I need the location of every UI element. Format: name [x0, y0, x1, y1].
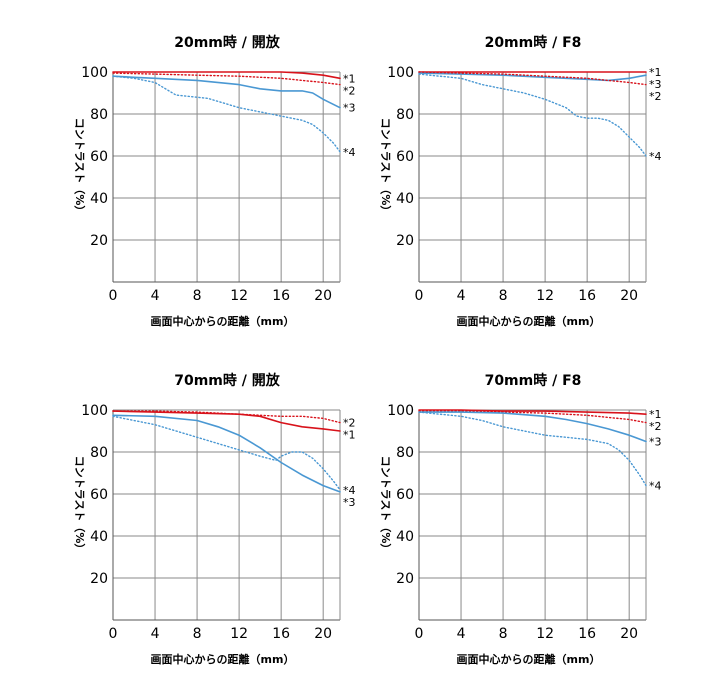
- y-axis-label: コントラスト（%）: [73, 118, 86, 217]
- x-tick-label: 16: [272, 288, 290, 304]
- series-line-mark-2: [418, 71, 647, 86]
- chart-title: 70mm時 / 開放: [174, 372, 281, 389]
- y-tick-label: 100: [81, 403, 108, 419]
- x-tick-label: 0: [109, 288, 118, 304]
- x-tick-label: 12: [230, 626, 248, 642]
- chart-title: 70mm時 / F8: [485, 372, 582, 389]
- series-end-label: *4: [649, 150, 662, 163]
- series-line-mark-4: [418, 73, 647, 157]
- series-end-label: *3: [649, 78, 662, 91]
- x-tick-label: 4: [457, 288, 466, 304]
- series-end-label: *2: [649, 90, 662, 103]
- x-tick-label: 8: [499, 626, 508, 642]
- y-tick-label: 100: [81, 65, 108, 81]
- x-tick-label: 20: [620, 288, 638, 304]
- series-end-label: *1: [649, 408, 662, 421]
- x-tick-label: 8: [193, 288, 202, 304]
- y-tick-label: 100: [387, 65, 414, 81]
- x-tick-label: 12: [536, 288, 554, 304]
- mtf-chart-1: 20mm時 / 開放 0 4 8 12 16 20 20 40 60 80 100 画面中心からの距離（…: [73, 34, 356, 328]
- series-end-label: *4: [343, 146, 356, 159]
- y-tick-label: 80: [90, 445, 108, 461]
- series-end-label: *1: [343, 72, 356, 85]
- y-tick-label: 100: [387, 403, 414, 419]
- x-tick-label: 16: [578, 288, 596, 304]
- series-end-label: *1: [343, 429, 356, 442]
- x-axis-label: 画面中心からの距離（mm）: [457, 314, 601, 328]
- series-line-mark-1: [112, 410, 341, 432]
- series-line-mark-2: [418, 410, 647, 424]
- grid: [419, 409, 646, 620]
- series-line-mark-4: [112, 415, 341, 491]
- x-tick-label: 12: [536, 626, 554, 642]
- series-line-mark-1: [112, 71, 341, 80]
- series-end-label: *2: [343, 417, 356, 430]
- y-tick-label: 20: [396, 233, 414, 249]
- x-tick-label: 4: [457, 626, 466, 642]
- y-tick-label: 40: [90, 529, 108, 545]
- y-tick-label: 80: [90, 107, 108, 123]
- series-end-label: *3: [343, 496, 356, 509]
- y-tick-label: 40: [396, 529, 414, 545]
- x-tick-label: 20: [620, 626, 638, 642]
- x-axis-label: 画面中心からの距離（mm）: [151, 314, 295, 328]
- series-line-mark-3: [418, 72, 647, 82]
- y-tick-label: 20: [396, 571, 414, 587]
- series-line-mark-3: [112, 414, 341, 493]
- series-end-label: *2: [343, 84, 356, 97]
- y-tick-label: 60: [90, 149, 108, 165]
- series-line-mark-2: [112, 410, 341, 424]
- series-line-mark-1: [418, 409, 647, 416]
- y-tick-label: 40: [396, 191, 414, 207]
- series-line-mark-4: [112, 75, 341, 153]
- series-line-mark-3: [418, 411, 647, 443]
- x-tick-label: 0: [109, 626, 118, 642]
- x-tick-label: 16: [272, 626, 290, 642]
- mtf-chart-3: 70mm時 / 開放 0 4 8 12 16 20 20 40 60 80 100 画面中心からの距離（…: [73, 372, 356, 666]
- chart-title: 20mm時 / 開放: [174, 34, 281, 51]
- x-tick-label: 0: [415, 626, 424, 642]
- grid: [113, 71, 340, 282]
- grid: [419, 71, 646, 282]
- y-axis-label: コントラスト（%）: [379, 456, 392, 555]
- x-tick-label: 4: [151, 288, 160, 304]
- series-end-label: *1: [649, 66, 662, 79]
- x-tick-label: 20: [314, 626, 332, 642]
- x-axis-label: 画面中心からの距離（mm）: [151, 652, 295, 666]
- series-line-mark-3: [112, 75, 341, 109]
- x-tick-label: 12: [230, 288, 248, 304]
- y-tick-label: 40: [90, 191, 108, 207]
- y-tick-label: 60: [90, 487, 108, 503]
- x-tick-label: 16: [578, 626, 596, 642]
- y-tick-label: 20: [90, 571, 108, 587]
- series-line-mark-4: [418, 411, 647, 487]
- y-tick-label: 20: [90, 233, 108, 249]
- series-end-label: *4: [343, 484, 356, 497]
- y-axis-label: コントラスト（%）: [379, 118, 392, 217]
- mtf-chart-2: 20mm時 / F8 0 4 8 12 16 20 20 40 60 80 100 画面中心からの距離（…: [379, 34, 662, 328]
- x-axis-label: 画面中心からの距離（mm）: [457, 652, 601, 666]
- y-tick-label: 80: [396, 107, 414, 123]
- grid: [113, 409, 340, 620]
- series-end-label: *3: [649, 436, 662, 449]
- chart-title: 20mm時 / F8: [485, 34, 582, 51]
- x-tick-label: 8: [193, 626, 202, 642]
- series-end-label: *4: [649, 480, 662, 493]
- y-tick-label: 80: [396, 445, 414, 461]
- series-end-label: *3: [343, 102, 356, 115]
- x-tick-label: 8: [499, 288, 508, 304]
- mtf-chart-4: 70mm時 / F8 0 4 8 12 16 20 20 40 60 80 100 画面中心からの距離（…: [379, 372, 662, 666]
- series-line-mark-2: [112, 72, 341, 86]
- x-tick-label: 20: [314, 288, 332, 304]
- x-tick-label: 0: [415, 288, 424, 304]
- y-tick-label: 60: [396, 487, 414, 503]
- y-tick-label: 60: [396, 149, 414, 165]
- y-axis-label: コントラスト（%）: [73, 456, 86, 555]
- x-tick-label: 4: [151, 626, 160, 642]
- series-end-label: *2: [649, 420, 662, 433]
